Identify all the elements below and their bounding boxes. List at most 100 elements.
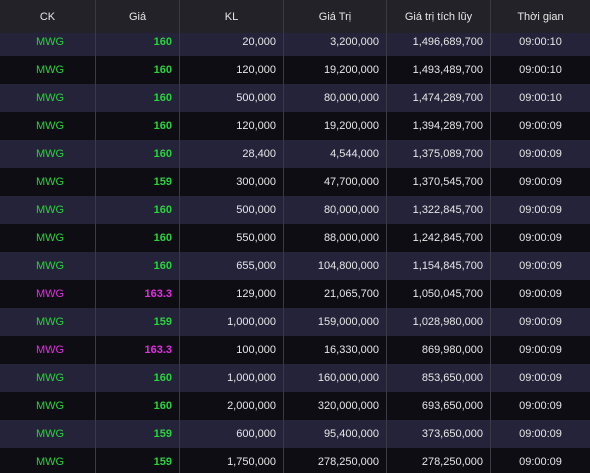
cell-gia: 159 <box>96 448 180 473</box>
cell-gia-tri: 159,000,000 <box>284 308 387 336</box>
cell-tich-luy: 1,154,845,700 <box>387 252 491 280</box>
cell-ck: MWG <box>0 420 96 448</box>
cell-gia: 160 <box>96 364 180 392</box>
cell-tich-luy: 1,322,845,700 <box>387 196 491 224</box>
table-row[interactable]: MWG 159 1,000,000 159,000,000 1,028,980,000 0… <box>0 308 590 336</box>
cell-gia: 160 <box>96 224 180 252</box>
cell-kl: 600,000 <box>180 420 284 448</box>
table-row[interactable]: MWG 160 500,000 80,000,000 1,474,289,700 09:0… <box>0 84 590 112</box>
cell-kl: 20,000 <box>180 33 284 56</box>
cell-thoi-gian: 09:00:09 <box>519 456 562 468</box>
table-row[interactable]: MWG 163.3 129,000 21,065,700 1,050,045,700 09… <box>0 280 590 308</box>
cell-thoi-gian: 09:00:10 <box>519 36 562 48</box>
cell-gia-tri: 88,000,000 <box>284 224 387 252</box>
cell-ck: MWG <box>0 252 96 280</box>
cell-ck: MWG <box>0 364 96 392</box>
cell-ck: MWG <box>0 448 96 473</box>
table-row[interactable]: MWG 160 2,000,000 320,000,000 693,650,000 09:… <box>0 392 590 420</box>
cell-thoi-gian: 09:00:09 <box>519 372 562 384</box>
cell-gia-tri: 4,544,000 <box>284 140 387 168</box>
table-row[interactable]: MWG 160 550,000 88,000,000 1,242,845,700 09:0… <box>0 224 590 252</box>
table-row[interactable]: MWG 160 655,000 104,800,000 1,154,845,700 09:… <box>0 252 590 280</box>
cell-kl: 120,000 <box>180 112 284 140</box>
cell-thoi-gian: 09:00:09 <box>519 344 562 356</box>
cell-kl: 1,000,000 <box>180 308 284 336</box>
cell-kl: 120,000 <box>180 56 284 84</box>
cell-tich-luy: 1,474,289,700 <box>387 84 491 112</box>
cell-kl: 550,000 <box>180 224 284 252</box>
cell-kl: 2,000,000 <box>180 392 284 420</box>
cell-gia-tri: 278,250,000 <box>284 448 387 473</box>
cell-tich-luy: 693,650,000 <box>387 392 491 420</box>
cell-gia: 160 <box>96 56 180 84</box>
cell-tich-luy: 1,375,089,700 <box>387 140 491 168</box>
header-thoi-gian[interactable]: Thời gian <box>517 10 564 23</box>
cell-thoi-gian: 09:00:09 <box>519 260 562 272</box>
cell-thoi-gian: 09:00:09 <box>519 288 562 300</box>
cell-kl: 100,000 <box>180 336 284 364</box>
cell-ck: MWG <box>0 112 96 140</box>
cell-gia: 160 <box>96 33 180 56</box>
table-row[interactable]: MWG 160 500,000 80,000,000 1,322,845,700 09:0… <box>0 196 590 224</box>
cell-gia: 163.3 <box>96 336 180 364</box>
cell-gia-tri: 80,000,000 <box>284 196 387 224</box>
table-header: CK Giá KL Giá Trị Giá trị tích lũy Thời … <box>0 0 590 33</box>
header-gia[interactable]: Giá <box>96 0 180 33</box>
cell-thoi-gian: 09:00:10 <box>519 64 562 76</box>
cell-gia-tri: 3,200,000 <box>284 33 387 56</box>
cell-gia: 159 <box>96 168 180 196</box>
cell-tich-luy: 869,980,000 <box>387 336 491 364</box>
cell-thoi-gian: 09:00:09 <box>519 428 562 440</box>
cell-kl: 500,000 <box>180 196 284 224</box>
table-row[interactable]: MWG 160 20,000 3,200,000 1,496,689,700 09:00:… <box>0 33 590 56</box>
cell-thoi-gian: 09:00:09 <box>519 120 562 132</box>
cell-gia: 163.3 <box>96 280 180 308</box>
cell-thoi-gian: 09:00:09 <box>519 204 562 216</box>
cell-gia-tri: 21,065,700 <box>284 280 387 308</box>
cell-tich-luy: 1,050,045,700 <box>387 280 491 308</box>
cell-ck: MWG <box>0 336 96 364</box>
cell-ck: MWG <box>0 308 96 336</box>
cell-ck: MWG <box>0 196 96 224</box>
cell-thoi-gian: 09:00:09 <box>519 400 562 412</box>
table-row[interactable]: MWG 160 120,000 19,200,000 1,394,289,700 09:0… <box>0 112 590 140</box>
table-row[interactable]: MWG 159 1,750,000 278,250,000 278,250,000 09:… <box>0 448 590 473</box>
cell-gia: 159 <box>96 420 180 448</box>
cell-gia-tri: 19,200,000 <box>284 56 387 84</box>
header-kl[interactable]: KL <box>180 0 284 33</box>
table-row[interactable]: MWG 160 120,000 19,200,000 1,493,489,700 09:0… <box>0 56 590 84</box>
header-gia-tri-tich-luy[interactable]: Giá trị tích lũy <box>387 0 491 33</box>
cell-tich-luy: 1,242,845,700 <box>387 224 491 252</box>
cell-thoi-gian: 09:00:10 <box>519 92 562 104</box>
cell-gia-tri: 104,800,000 <box>284 252 387 280</box>
header-ck[interactable]: CK <box>0 0 96 33</box>
cell-gia-tri: 19,200,000 <box>284 112 387 140</box>
header-gia-tri[interactable]: Giá Trị <box>284 0 387 33</box>
cell-ck: MWG <box>0 84 96 112</box>
table-row[interactable]: MWG 160 28,400 4,544,000 1,375,089,700 09:00:… <box>0 140 590 168</box>
cell-thoi-gian: 09:00:09 <box>519 316 562 328</box>
cell-thoi-gian: 09:00:09 <box>519 232 562 244</box>
cell-tich-luy: 1,028,980,000 <box>387 308 491 336</box>
cell-thoi-gian: 09:00:09 <box>519 176 562 188</box>
table-row[interactable]: MWG 163.3 100,000 16,330,000 869,980,000 09:0… <box>0 336 590 364</box>
cell-kl: 300,000 <box>180 168 284 196</box>
table-row[interactable]: MWG 160 1,000,000 160,000,000 853,650,000 09:… <box>0 364 590 392</box>
cell-gia-tri: 16,330,000 <box>284 336 387 364</box>
cell-tich-luy: 1,496,689,700 <box>387 33 491 56</box>
cell-tich-luy: 373,650,000 <box>387 420 491 448</box>
cell-kl: 1,750,000 <box>180 448 284 473</box>
table-body[interactable]: MWG 160 20,000 3,200,000 1,496,689,700 09:00:… <box>0 33 590 473</box>
cell-ck: MWG <box>0 224 96 252</box>
cell-kl: 1,000,000 <box>180 364 284 392</box>
cell-gia: 159 <box>96 308 180 336</box>
cell-kl: 655,000 <box>180 252 284 280</box>
table-row[interactable]: MWG 159 600,000 95,400,000 373,650,000 09:00:… <box>0 420 590 448</box>
table-row[interactable]: MWG 159 300,000 47,700,000 1,370,545,700 09:0… <box>0 168 590 196</box>
cell-kl: 28,400 <box>180 140 284 168</box>
cell-ck: MWG <box>0 33 96 56</box>
cell-gia-tri: 47,700,000 <box>284 168 387 196</box>
cell-ck: MWG <box>0 392 96 420</box>
cell-gia-tri: 320,000,000 <box>284 392 387 420</box>
